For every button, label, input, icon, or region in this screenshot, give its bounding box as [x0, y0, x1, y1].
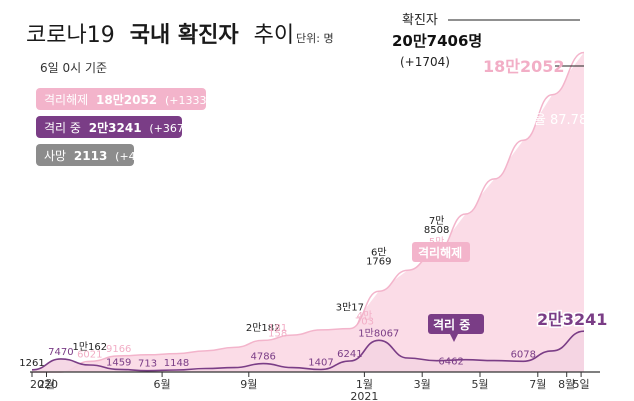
- value-label: 4786: [250, 352, 275, 363]
- x-tick-label: 7월: [529, 378, 546, 391]
- title-part3: 추이: [254, 23, 294, 48]
- x-tick-label: 2월: [38, 378, 55, 391]
- value-label: 1769: [366, 257, 391, 268]
- legend-label-deaths: 사망: [44, 149, 66, 163]
- x-tick-label: 5일: [573, 377, 590, 391]
- legend-text-released: 격리해제 18만2052 (+1333): [44, 92, 211, 107]
- subtitle: 6일 0시 기준: [40, 61, 107, 75]
- unit-label: 단위: 명: [296, 32, 334, 45]
- value-label: 6021: [77, 349, 102, 360]
- legend-label-isolating: 격리 중: [44, 121, 81, 135]
- legend-value-released: 18만2052: [96, 92, 157, 107]
- value-label: 1148: [164, 358, 189, 369]
- isolating-latest-label: 2만3241: [537, 310, 607, 329]
- value-label: 713: [138, 359, 157, 370]
- value-label: 1459: [106, 357, 131, 368]
- value-label: 8508: [424, 225, 449, 236]
- legend-value-deaths: 2113: [74, 149, 107, 163]
- value-label: 6078: [511, 349, 536, 360]
- legend-item-isolating: 격리 중 2만3241 (+367): [36, 116, 188, 138]
- legend-text-deaths: 사망 2113 (+4): [44, 149, 140, 163]
- value-label: 6462: [438, 357, 463, 368]
- x-tick-label: 9월: [240, 378, 257, 391]
- value-label: 1261: [19, 358, 44, 369]
- released-latest-label: 18만2052: [483, 57, 565, 76]
- x-year-label: 2021: [350, 390, 378, 401]
- release-rate-label: 완치율 87.78%: [510, 113, 600, 128]
- total-change: (+1704): [400, 55, 450, 69]
- total-value: 20만7406명: [392, 32, 482, 50]
- value-label: 6241: [337, 349, 362, 360]
- x-tick-label: 5월: [471, 378, 488, 391]
- value-label: 158: [268, 328, 287, 339]
- x-tick-label: 3월: [414, 378, 431, 391]
- released-tag: 격리해제: [412, 242, 470, 262]
- isolating-tag-text: 격리 중: [433, 317, 470, 332]
- legend-change-deaths: (+4): [115, 150, 140, 163]
- value-label: 9166: [106, 344, 131, 355]
- legend-item-released: 격리해제 18만2052 (+1333): [36, 88, 211, 110]
- legend-text-isolating: 격리 중 2만3241 (+367): [44, 120, 188, 135]
- legend: 격리해제 18만2052 (+1333) 격리 중 2만3241 (+367) …: [36, 88, 211, 166]
- legend-change-isolating: (+367): [149, 122, 188, 135]
- value-label: 7470: [48, 347, 73, 358]
- value-label: 1만8067: [358, 327, 399, 339]
- legend-label-released: 격리해제: [44, 93, 88, 107]
- chart-title: 코로나19 국내 확진자 추이: [26, 23, 294, 48]
- title-part1: 코로나19: [26, 23, 115, 48]
- released-tag-text: 격리해제: [418, 245, 462, 260]
- legend-change-released: (+1333): [165, 94, 211, 107]
- x-tick-label: 6월: [154, 378, 171, 391]
- title-part2: 국내 확진자: [130, 23, 240, 48]
- legend-item-deaths: 사망 2113 (+4): [36, 144, 140, 166]
- total-label: 확진자: [402, 13, 438, 28]
- legend-value-isolating: 2만3241: [89, 120, 142, 135]
- value-label: 1407: [308, 358, 333, 369]
- value-label: 703: [355, 317, 374, 328]
